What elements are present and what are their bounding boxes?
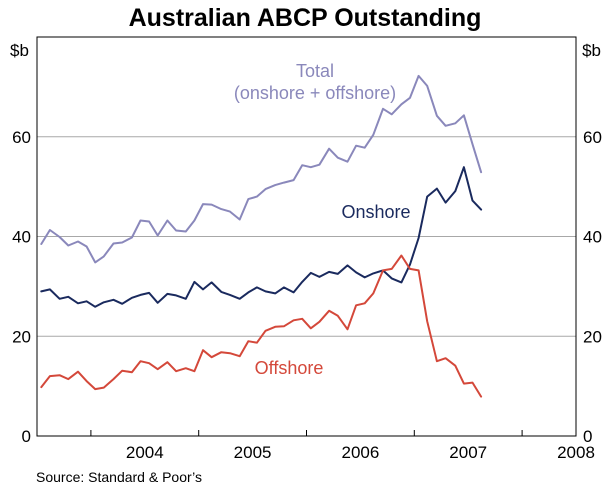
right-unit-label: $b xyxy=(582,41,601,60)
source-note: Source: Standard & Poor’s xyxy=(36,469,202,485)
x-tick-label: 2006 xyxy=(341,443,379,462)
y-tick-label-right: 60 xyxy=(583,128,602,147)
offshore-series-line xyxy=(40,254,483,398)
x-tick-label: 2007 xyxy=(449,443,487,462)
offshore-series-label: Offshore xyxy=(255,358,324,378)
total-series-label: Total xyxy=(296,61,334,81)
left-unit-label: $b xyxy=(10,41,29,60)
plot-frame xyxy=(36,36,577,437)
x-tick-label: 2005 xyxy=(234,443,272,462)
x-tick-labels: 2004 2005 2006 2007 2008 xyxy=(126,443,595,462)
gridlines xyxy=(37,136,576,436)
y-tick-labels: 0 0 20 20 40 40 60 60 xyxy=(12,128,602,446)
x-tick-label: 2004 xyxy=(126,443,164,462)
y-tick-label-left: 40 xyxy=(12,228,31,247)
onshore-series-label: Onshore xyxy=(341,202,410,222)
y-tick-label-left: 60 xyxy=(12,128,31,147)
y-tick-label-left: 20 xyxy=(12,327,31,346)
y-tick-label-right: 20 xyxy=(583,327,602,346)
total-series-sublabel: (onshore + offshore) xyxy=(234,83,396,103)
chart-title: Australian ABCP Outstanding xyxy=(129,4,482,32)
x-tick-label: 2008 xyxy=(557,443,595,462)
y-tick-label-right: 40 xyxy=(583,228,602,247)
total-series-line xyxy=(40,74,483,264)
y-tick-label-right: 0 xyxy=(583,427,592,446)
y-tick-label-left: 0 xyxy=(22,427,31,446)
series-lines xyxy=(40,74,483,398)
